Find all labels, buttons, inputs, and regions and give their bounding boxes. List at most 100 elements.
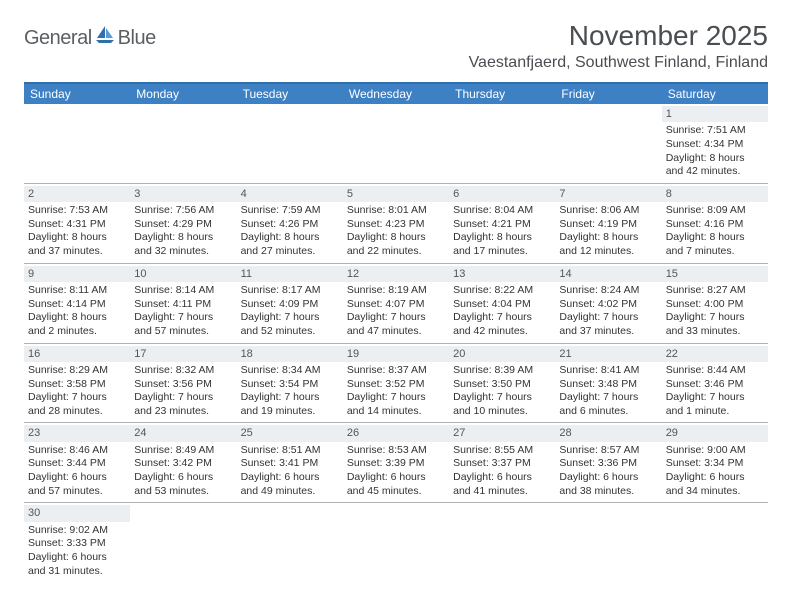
sunrise-line: Sunrise: 8:46 AM — [28, 444, 126, 458]
weekday-header: Tuesday — [237, 84, 343, 104]
sunrise-line: Sunrise: 8:34 AM — [241, 364, 339, 378]
calendar-day-cell: 28Sunrise: 8:57 AMSunset: 3:36 PMDayligh… — [555, 423, 661, 502]
daylight-line-1: Daylight: 7 hours — [559, 391, 657, 405]
logo: General Blue — [24, 20, 156, 51]
day-detail: Sunrise: 8:14 AMSunset: 4:11 PMDaylight:… — [134, 284, 232, 339]
sunset-line: Sunset: 3:41 PM — [241, 457, 339, 471]
weekday-header: Sunday — [24, 84, 130, 104]
sunset-line: Sunset: 4:04 PM — [453, 298, 551, 312]
day-number: 16 — [24, 346, 130, 362]
daylight-line-2: and 14 minutes. — [347, 405, 445, 419]
sunrise-line: Sunrise: 7:53 AM — [28, 204, 126, 218]
day-detail: Sunrise: 7:53 AMSunset: 4:31 PMDaylight:… — [28, 204, 126, 259]
daylight-line-1: Daylight: 6 hours — [241, 471, 339, 485]
day-detail: Sunrise: 8:06 AMSunset: 4:19 PMDaylight:… — [559, 204, 657, 259]
daylight-line-1: Daylight: 8 hours — [666, 152, 764, 166]
day-number: 12 — [343, 266, 449, 282]
sunrise-line: Sunrise: 9:00 AM — [666, 444, 764, 458]
sunrise-line: Sunrise: 8:22 AM — [453, 284, 551, 298]
daylight-line-1: Daylight: 7 hours — [559, 311, 657, 325]
day-detail: Sunrise: 8:46 AMSunset: 3:44 PMDaylight:… — [28, 444, 126, 499]
weekday-header: Friday — [555, 84, 661, 104]
daylight-line-1: Daylight: 8 hours — [453, 231, 551, 245]
daylight-line-2: and 53 minutes. — [134, 485, 232, 499]
daylight-line-2: and 28 minutes. — [28, 405, 126, 419]
day-number: 8 — [662, 186, 768, 202]
day-number: 26 — [343, 425, 449, 441]
sunset-line: Sunset: 4:07 PM — [347, 298, 445, 312]
sunrise-line: Sunrise: 8:14 AM — [134, 284, 232, 298]
day-number: 9 — [24, 266, 130, 282]
day-detail: Sunrise: 8:09 AMSunset: 4:16 PMDaylight:… — [666, 204, 764, 259]
calendar-week: 30 Sunrise: 9:02 AMSunset: 3:33 PMDayligh… — [24, 503, 768, 582]
weekday-header-row: SundayMondayTuesdayWednesdayThursdayFrid… — [24, 84, 768, 104]
daylight-line-1: Daylight: 7 hours — [453, 311, 551, 325]
sunrise-line: Sunrise: 7:56 AM — [134, 204, 232, 218]
sunrise-line: Sunrise: 8:06 AM — [559, 204, 657, 218]
day-number: 25 — [237, 425, 343, 441]
calendar-day-cell: 4Sunrise: 7:59 AMSunset: 4:26 PMDaylight… — [237, 184, 343, 263]
sunrise-line: Sunrise: 8:41 AM — [559, 364, 657, 378]
calendar-day-cell — [555, 503, 661, 582]
daylight-line-2: and 1 minute. — [666, 405, 764, 419]
daylight-line-1: Daylight: 6 hours — [347, 471, 445, 485]
day-number: 21 — [555, 346, 661, 362]
sunrise-line: Sunrise: 8:01 AM — [347, 204, 445, 218]
daylight-line-2: and 23 minutes. — [134, 405, 232, 419]
sunset-line: Sunset: 3:48 PM — [559, 378, 657, 392]
day-number: 14 — [555, 266, 661, 282]
calendar-day-cell: 12Sunrise: 8:19 AMSunset: 4:07 PMDayligh… — [343, 264, 449, 343]
calendar-day-cell: 6Sunrise: 8:04 AMSunset: 4:21 PMDaylight… — [449, 184, 555, 263]
sunset-line: Sunset: 4:11 PM — [134, 298, 232, 312]
daylight-line-2: and 34 minutes. — [666, 485, 764, 499]
day-detail: Sunrise: 8:53 AMSunset: 3:39 PMDaylight:… — [347, 444, 445, 499]
day-detail: Sunrise: 8:27 AMSunset: 4:00 PMDaylight:… — [666, 284, 764, 339]
logo-text-2: Blue — [118, 27, 156, 50]
sunset-line: Sunset: 3:42 PM — [134, 457, 232, 471]
sunset-line: Sunset: 3:58 PM — [28, 378, 126, 392]
daylight-line-1: Daylight: 7 hours — [28, 391, 126, 405]
calendar-day-cell: 16 Sunrise: 8:29 AMSunset: 3:58 PMDayligh… — [24, 344, 130, 423]
sunrise-line: Sunrise: 8:09 AM — [666, 204, 764, 218]
calendar-day-cell: 23Sunrise: 8:46 AMSunset: 3:44 PMDayligh… — [24, 423, 130, 502]
sunrise-line: Sunrise: 8:11 AM — [28, 284, 126, 298]
daylight-line-1: Daylight: 6 hours — [559, 471, 657, 485]
sunrise-line: Sunrise: 7:59 AM — [241, 204, 339, 218]
sunrise-line: Sunrise: 8:29 AM — [28, 364, 126, 378]
day-number: 10 — [130, 266, 236, 282]
day-detail: Sunrise: 7:56 AMSunset: 4:29 PMDaylight:… — [134, 204, 232, 259]
calendar-day-cell — [237, 104, 343, 183]
sunrise-line: Sunrise: 9:02 AM — [28, 524, 126, 538]
sunset-line: Sunset: 3:46 PM — [666, 378, 764, 392]
daylight-line-1: Daylight: 7 hours — [241, 391, 339, 405]
calendar-day-cell: 19Sunrise: 8:37 AMSunset: 3:52 PMDayligh… — [343, 344, 449, 423]
calendar-day-cell — [130, 503, 236, 582]
calendar-week: 23Sunrise: 8:46 AMSunset: 3:44 PMDayligh… — [24, 423, 768, 503]
day-number: 13 — [449, 266, 555, 282]
calendar-day-cell: 24Sunrise: 8:49 AMSunset: 3:42 PMDayligh… — [130, 423, 236, 502]
daylight-line-1: Daylight: 7 hours — [134, 391, 232, 405]
day-detail: Sunrise: 8:29 AMSunset: 3:58 PMDaylight:… — [28, 364, 126, 419]
daylight-line-1: Daylight: 7 hours — [453, 391, 551, 405]
sunrise-line: Sunrise: 8:44 AM — [666, 364, 764, 378]
calendar-week: 16Sunrise: 8:29 AMSunset: 3:58 PMDayligh… — [24, 344, 768, 424]
daylight-line-1: Daylight: 7 hours — [241, 311, 339, 325]
day-number: 18 — [237, 346, 343, 362]
day-number: 19 — [343, 346, 449, 362]
day-number: 30 — [24, 505, 130, 521]
calendar-day-cell: 13 Sunrise: 8:22 AMSunset: 4:04 PMDayligh… — [449, 264, 555, 343]
calendar-day-cell — [449, 104, 555, 183]
day-number: 2 — [24, 186, 130, 202]
sunrise-line: Sunrise: 8:49 AM — [134, 444, 232, 458]
day-number: 22 — [662, 346, 768, 362]
calendar-day-cell: 7Sunrise: 8:06 AMSunset: 4:19 PMDaylight… — [555, 184, 661, 263]
calendar-day-cell: 14Sunrise: 8:24 AMSunset: 4:02 PMDayligh… — [555, 264, 661, 343]
calendar-day-cell: 11Sunrise: 8:17 AMSunset: 4:09 PMDayligh… — [237, 264, 343, 343]
daylight-line-2: and 37 minutes. — [28, 245, 126, 259]
day-number: 4 — [237, 186, 343, 202]
sunrise-line: Sunrise: 8:39 AM — [453, 364, 551, 378]
daylight-line-2: and 6 minutes. — [559, 405, 657, 419]
daylight-line-2: and 10 minutes. — [453, 405, 551, 419]
daylight-line-1: Daylight: 8 hours — [28, 231, 126, 245]
day-detail: Sunrise: 9:02 AMSunset: 3:33 PMDaylight:… — [28, 524, 126, 579]
